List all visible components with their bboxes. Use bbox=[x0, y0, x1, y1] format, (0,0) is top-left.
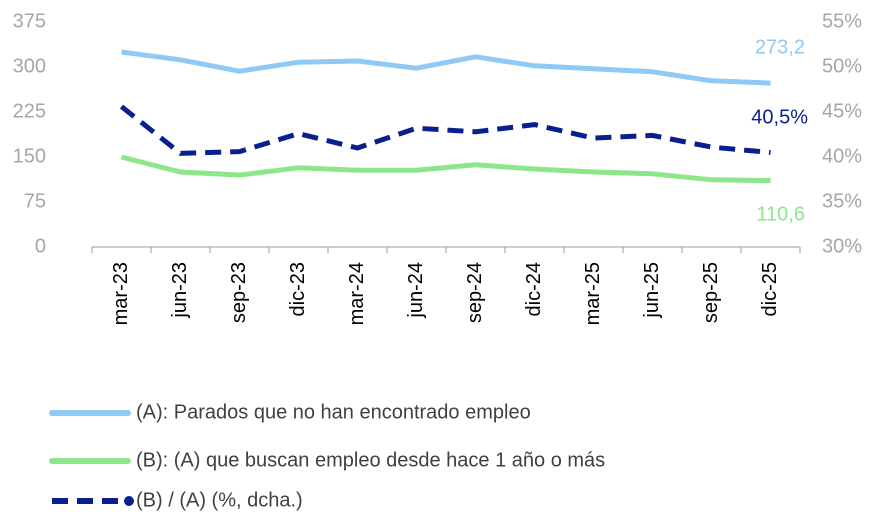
legend-marker bbox=[124, 496, 134, 506]
x-tick-label: mar-23 bbox=[110, 262, 132, 325]
value-label: 273,2 bbox=[755, 36, 805, 58]
value-label: 110,6 bbox=[756, 203, 805, 225]
y2-tick-label: 55% bbox=[822, 10, 862, 32]
y2-tick-label: 45% bbox=[822, 100, 862, 122]
y-tick-label: 375 bbox=[13, 10, 46, 32]
legend-label: (B) / (A) (%, dcha.) bbox=[136, 489, 303, 511]
legend-label: (B): (A) que buscan empleo desde hace 1 … bbox=[136, 449, 605, 471]
y2-tick-label: 50% bbox=[822, 55, 862, 77]
y-tick-label: 150 bbox=[13, 145, 46, 167]
x-tick-label: jun-25 bbox=[641, 262, 663, 319]
series-line bbox=[120, 154, 771, 184]
y-tick-label: 225 bbox=[13, 100, 46, 122]
series-line bbox=[121, 49, 771, 86]
x-tick-label: dic-25 bbox=[759, 262, 781, 316]
y2-tick-label: 30% bbox=[822, 235, 862, 257]
x-tick-label: dic-24 bbox=[523, 262, 545, 316]
x-tick-label: sep-23 bbox=[228, 262, 250, 323]
x-tick-label: mar-24 bbox=[346, 262, 368, 325]
y2-tick-label: 40% bbox=[822, 145, 862, 167]
series-line bbox=[119, 104, 771, 156]
x-tick-label: jun-24 bbox=[405, 262, 427, 319]
x-tick-label: jun-23 bbox=[169, 262, 191, 319]
x-tick-label: sep-25 bbox=[700, 262, 722, 323]
x-tick-label: sep-24 bbox=[464, 262, 486, 323]
x-tick-label: dic-23 bbox=[287, 262, 309, 316]
y-tick-label: 0 bbox=[35, 235, 46, 257]
y-tick-label: 300 bbox=[13, 55, 46, 77]
y-tick-label: 75 bbox=[24, 190, 46, 212]
y2-tick-label: 35% bbox=[822, 190, 862, 212]
value-label: 40,5% bbox=[751, 106, 808, 128]
x-tick-label: mar-25 bbox=[582, 262, 604, 325]
legend-label: (A): Parados que no han encontrado emple… bbox=[136, 401, 531, 423]
